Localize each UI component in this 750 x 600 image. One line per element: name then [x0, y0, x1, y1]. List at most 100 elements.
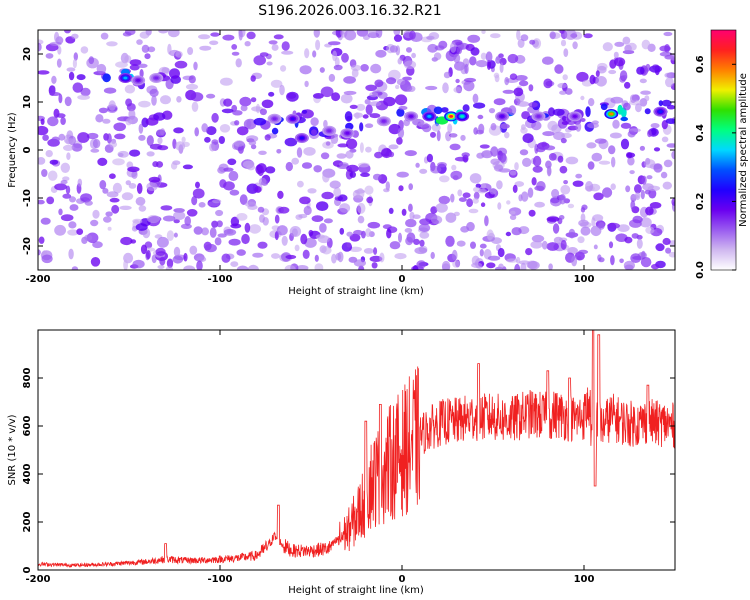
spectrogram-cell [201, 123, 208, 133]
spectrogram-cell [68, 248, 74, 260]
spectrogram-cell [403, 60, 417, 69]
spectrogram-cell [206, 93, 216, 99]
spectrogram-cell [665, 77, 674, 88]
spectrogram-cell [575, 173, 583, 179]
spectrogram-cell [419, 231, 430, 239]
spectrogram-cell [504, 77, 510, 86]
spectrogram-cell [252, 252, 264, 258]
spectrogram-cell [580, 95, 585, 101]
spectrogram-cell [162, 215, 176, 222]
spectrogram-cell [473, 191, 480, 200]
spectrogram-cell [54, 224, 66, 236]
spectrogram-cell [534, 201, 545, 208]
spectrogram-cell [515, 75, 528, 81]
spectrogram-cell [509, 214, 517, 220]
spectrogram-cell [68, 71, 75, 81]
spectrogram-cell [486, 229, 494, 241]
spectrogram-cell [490, 123, 497, 131]
spectrogram-cell [229, 189, 240, 196]
spectrogram-cell [276, 225, 288, 236]
spectrogram-cell [265, 166, 276, 174]
spectrogram-cell [661, 136, 669, 143]
spectrogram-cell [479, 243, 487, 249]
spectrogram-cell [397, 57, 403, 65]
spectrogram-cell [257, 206, 265, 213]
spectrogram-cell [413, 238, 420, 245]
spectrogram-cell [304, 80, 309, 88]
spectrogram-cell [54, 31, 60, 43]
spectrogram-cell [567, 203, 575, 209]
spectrogram-cell [441, 107, 449, 113]
spectrogram-cell [63, 144, 74, 151]
spectrogram-cell [68, 221, 77, 229]
spectrogram-cell [330, 134, 339, 145]
spectrogram-cell [340, 93, 353, 104]
spectrogram-cell [159, 256, 166, 266]
spectrogram-cell [454, 156, 468, 162]
spectrogram-cell [519, 149, 529, 156]
spectrogram-cell [479, 144, 490, 149]
spectrogram-cell [522, 157, 532, 167]
spectrogram-cell [221, 108, 234, 114]
spectrogram-cell [419, 239, 425, 247]
spectrogram-cell [284, 137, 298, 147]
spectrogram-cell [251, 106, 263, 112]
spectrogram-cell [38, 199, 45, 205]
spectrogram-cell [146, 135, 154, 147]
spectrogram-cell [426, 153, 433, 163]
spectrogram-cell [644, 108, 651, 115]
spectrogram-cell [185, 83, 199, 90]
spectrogram-cell [374, 151, 383, 159]
spectrogram-cell [310, 117, 319, 126]
spectrogram-cell [651, 263, 660, 270]
spectrogram-cell [531, 121, 542, 131]
spectrogram-cell [291, 157, 300, 165]
spectrogram-cell [144, 53, 151, 60]
spectrogram-cell [509, 170, 517, 176]
spectrogram-cell [123, 259, 128, 270]
spectrogram-cell [109, 141, 118, 148]
spectrogram-cell [230, 223, 242, 229]
spectrogram-cell [304, 237, 317, 248]
spectrogram-cell [565, 88, 573, 95]
spectrogram-cell [38, 236, 45, 244]
spectrogram-cell [463, 80, 475, 92]
spectrogram-cell [663, 159, 673, 168]
spectrogram-cell [464, 77, 476, 83]
y-tick-label: 0 [22, 566, 33, 573]
spectrogram-cell [490, 158, 500, 165]
spectrogram-cell [109, 173, 116, 179]
spectrogram-cell [627, 156, 635, 166]
spectrogram-cell [312, 93, 324, 99]
spectrogram-cell [88, 56, 95, 65]
spectrogram-cell [405, 218, 417, 228]
spectrogram-cell [480, 52, 487, 60]
spectrogram-cell [653, 147, 661, 152]
spectrogram-cell [396, 78, 406, 86]
spectrogram-cell [346, 231, 354, 237]
spectrogram-cell [60, 179, 68, 185]
spectrogram-cell [516, 30, 521, 41]
spectrogram-cell [268, 40, 278, 45]
spectrogram-cell [276, 149, 282, 154]
spectrogram-cell [323, 119, 328, 129]
spectrogram-cell [136, 39, 143, 45]
spectrogram-cell [389, 45, 398, 53]
spectrogram-cell [528, 209, 536, 217]
spectrogram-cell [339, 227, 345, 235]
spectrogram-cell [350, 64, 362, 72]
spectrogram-cell [106, 133, 112, 144]
spectrogram-cell [630, 253, 642, 263]
spectrogram-cell [219, 124, 231, 133]
spectrogram-cell [365, 123, 374, 128]
spectrogram-cell [60, 117, 66, 125]
spectrogram-cell [64, 30, 71, 34]
spectrogram-cell [274, 214, 280, 224]
spectrogram-cell [624, 236, 633, 244]
spectrogram-cell [46, 196, 55, 205]
spectrogram-cell [137, 63, 148, 68]
spectrogram-cell [175, 51, 183, 58]
spectrogram-cell [128, 183, 137, 189]
spectrogram-cell [66, 67, 76, 72]
